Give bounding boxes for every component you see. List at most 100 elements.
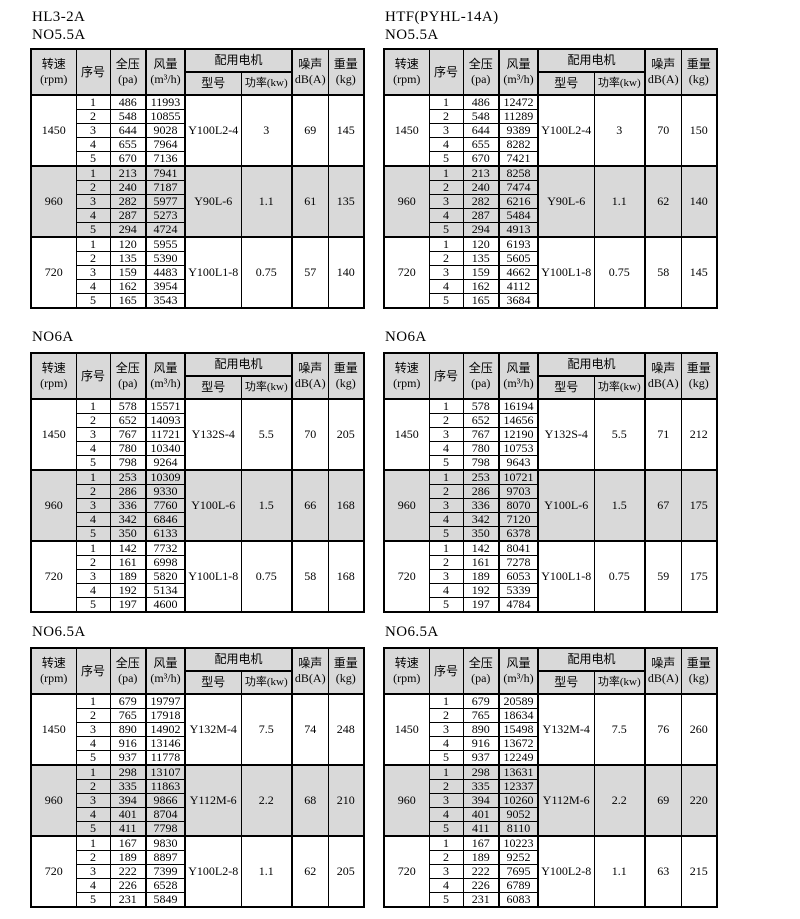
cell-index: 3 <box>75 498 111 513</box>
cell-index: 5 <box>428 455 464 471</box>
cell-airflow: 4784 <box>498 597 539 613</box>
cell-index: 3 <box>428 793 464 808</box>
cell-noise: 57 <box>291 236 329 309</box>
cell-airflow: 7120 <box>498 512 539 527</box>
cell-index: 3 <box>75 722 111 737</box>
cell-noise: 63 <box>644 835 682 908</box>
cell-index: 1 <box>428 165 464 181</box>
table-row: 2 286 9330 <box>31 484 364 499</box>
cell-index: 3 <box>75 123 111 138</box>
cell-index: 5 <box>428 222 464 238</box>
cell-airflow: 18634 <box>498 708 539 723</box>
table-row: 4 287 5484 <box>384 208 717 223</box>
table-row: 720 1 120 5955 Y100L1-8 0.75 57 140 <box>30 236 365 309</box>
cell-pressure: 342 <box>109 512 147 527</box>
header-row: 转速 (rpm) 序号 全压 (pa) 风量 (m³/h) 配用电机 噪声 dB(A) 重量 (kg) <box>30 352 365 400</box>
cell-pressure: 161 <box>109 555 147 570</box>
header-label-line: (rpm) <box>40 72 68 86</box>
table-row: 1450 1 486 11993 Y100L2-4 3 69 145 <box>30 94 365 167</box>
cell-weight: 248 <box>327 693 365 766</box>
cell-motor-model: Y100L2-4 <box>537 94 595 167</box>
table-panel: NO6.5A 转速 (rpm) 序号 全压 (pa) 风量 (m³/h) 配用电机 噪声 dB(A)… <box>30 623 366 908</box>
cell-index: 4 <box>428 807 464 822</box>
cell-rpm: 1450 <box>30 398 77 471</box>
header-label-line: 转速 <box>41 361 66 375</box>
cell-rpm: 720 <box>383 835 430 908</box>
cell-motor-model: Y100L1-8 <box>184 236 242 309</box>
cell-airflow: 5820 <box>145 569 186 584</box>
cell-index: 4 <box>75 512 111 527</box>
cell-airflow: 12337 <box>498 779 539 794</box>
cell-airflow: 7760 <box>145 498 186 513</box>
cell-pressure: 192 <box>109 583 147 598</box>
cell-airflow: 5339 <box>498 583 539 598</box>
cell-weight: 215 <box>680 835 718 908</box>
header-cell-motor-group: 配用电机 <box>183 48 293 73</box>
cell-airflow: 6378 <box>498 526 539 542</box>
cell-rpm: 960 <box>383 165 430 238</box>
cell-airflow: 7187 <box>145 180 186 195</box>
table-title: NO6.5A <box>385 623 718 641</box>
table-row: 5 798 9264 <box>31 455 364 471</box>
header-label-line: (rpm) <box>393 376 421 390</box>
spec-table-body: 转速 (rpm) 序号 全压 (pa) 风量 (m³/h) 配用电机 噪声 dB(A) 重量 (kg)… <box>383 647 718 908</box>
header-label-line: 噪声 <box>298 57 323 71</box>
cell-pressure: 394 <box>109 793 147 808</box>
cell-index: 3 <box>428 123 464 138</box>
header-cell-weight: 重量 (kg) <box>327 352 365 400</box>
cell-pressure: 401 <box>109 807 147 822</box>
cell-airflow: 7695 <box>498 864 539 879</box>
cell-index: 5 <box>428 892 464 908</box>
header-cell-speed: 转速 (rpm) <box>30 48 77 96</box>
cell-rpm: 720 <box>383 236 430 309</box>
table-row: 2 548 10855 <box>31 109 364 124</box>
cell-index: 1 <box>75 835 111 851</box>
cell-index: 2 <box>428 484 464 499</box>
fan-model-title: NO6A <box>385 329 427 345</box>
cell-pressure: 798 <box>462 455 500 471</box>
cell-pressure: 670 <box>109 151 147 167</box>
header-row: 转速 (rpm) 序号 全压 (pa) 风量 (m³/h) 配用电机 噪声 dB(A) 重量 (kg) <box>383 647 718 695</box>
spec-table: 转速 (rpm) 序号 全压 (pa) 风量 (m³/h) 配用电机 噪声 dB(A) 重量 (kg)… <box>383 48 719 309</box>
table-row: 4 916 13146 <box>31 736 364 751</box>
cell-pressure: 231 <box>462 892 500 908</box>
cell-index: 1 <box>75 165 111 181</box>
cell-noise: 69 <box>291 94 329 167</box>
table-panel: HTF(PYHL-14A) NO5.5A 转速 (rpm) 序号 全压 (pa) 风量 (m³/… <box>383 8 719 309</box>
cell-airflow: 4483 <box>145 265 186 280</box>
header-label-line: 风量 <box>153 57 178 71</box>
cell-pressure: 916 <box>462 736 500 751</box>
table-row: 4 342 6846 <box>31 512 364 527</box>
cell-index: 1 <box>428 469 464 485</box>
header-cell-noise: 噪声 dB(A) <box>291 352 329 400</box>
cell-pressure: 159 <box>462 265 500 280</box>
header-cell-airflow: 风量 (m³/h) <box>498 48 539 96</box>
table-row: 2 652 14093 <box>31 413 364 428</box>
header-label-line: 风量 <box>506 656 531 670</box>
cell-pressure: 287 <box>462 208 500 223</box>
cell-pressure: 240 <box>462 180 500 195</box>
cell-airflow: 9830 <box>145 835 186 851</box>
cell-noise: 62 <box>291 835 329 908</box>
cell-motor-model: Y90L-6 <box>184 165 242 238</box>
cell-noise: 62 <box>644 165 682 238</box>
cell-weight: 175 <box>680 469 718 542</box>
cell-pressure: 167 <box>462 835 500 851</box>
cell-motor-power: 1.5 <box>593 469 646 542</box>
header-cell-index: 序号 <box>428 647 464 695</box>
cell-airflow: 11993 <box>145 94 186 110</box>
cell-index: 2 <box>75 484 111 499</box>
cell-pressure: 222 <box>109 864 147 879</box>
cell-pressure: 197 <box>109 597 147 613</box>
table-row: 2 240 7187 <box>31 180 364 195</box>
cell-airflow: 10721 <box>498 469 539 485</box>
cell-index: 3 <box>428 427 464 442</box>
cell-index: 2 <box>75 109 111 124</box>
header-cell-motor-group: 配用电机 <box>183 352 293 377</box>
spec-table: 转速 (rpm) 序号 全压 (pa) 风量 (m³/h) 配用电机 噪声 dB(A) 重量 (kg)… <box>30 352 366 613</box>
cell-pressure: 213 <box>109 165 147 181</box>
cell-pressure: 336 <box>109 498 147 513</box>
header-cell-index: 序号 <box>428 352 464 400</box>
header-subrow: 型号 功率(kw) <box>384 670 717 695</box>
cell-pressure: 548 <box>109 109 147 124</box>
